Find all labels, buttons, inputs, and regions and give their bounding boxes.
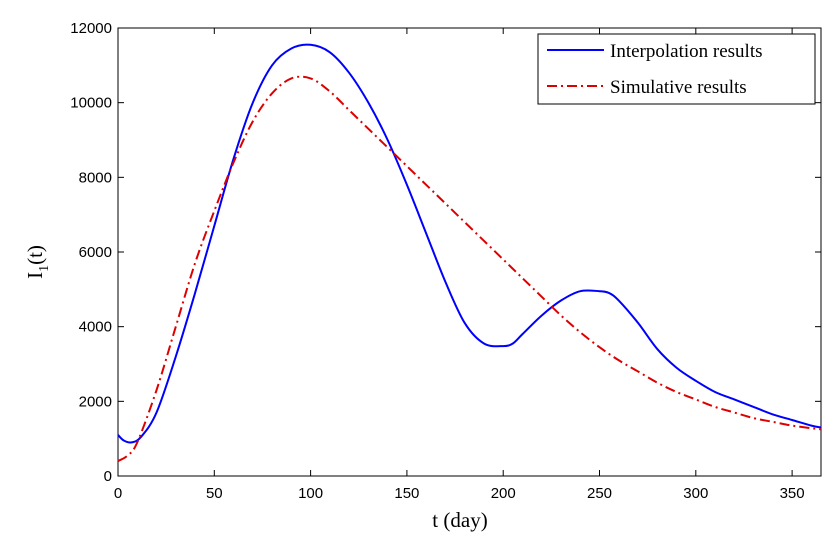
y-axis-title-main: I: [23, 272, 47, 279]
y-axis-title-subscript: 1: [37, 265, 52, 272]
y-axis-title-suffix: (t): [23, 245, 47, 265]
y-tick-label: 10000: [70, 95, 112, 112]
x-tick-label: 50: [206, 485, 223, 502]
series-line-interpolation: [117, 43, 822, 444]
y-tick-label: 0: [104, 468, 112, 485]
y-axis-title: I1(t): [23, 245, 52, 279]
y-tick-label: 12000: [70, 20, 112, 37]
x-tick-label: 150: [394, 485, 419, 502]
x-tick-label: 100: [298, 485, 323, 502]
series-layer: [117, 43, 822, 462]
legend-label-simulative: Simulative results: [610, 77, 747, 98]
y-axis-ticks: 0 2000 4000 6000 8000 10000 12000: [70, 20, 821, 485]
x-tick-label: 300: [683, 485, 708, 502]
y-tick-label: 2000: [79, 393, 112, 410]
x-tick-label: 350: [780, 485, 805, 502]
y-tick-label: 6000: [79, 244, 112, 261]
legend: Interpolation results Simulative results: [537, 33, 816, 105]
legend-label-interpolation: Interpolation results: [610, 41, 763, 62]
x-tick-label: 0: [114, 485, 122, 502]
x-axis-ticks: 0 50 100 150 200 250 300 350: [114, 28, 805, 502]
x-tick-label: 250: [587, 485, 612, 502]
y-tick-label: 4000: [79, 319, 112, 336]
y-tick-label: 8000: [79, 169, 112, 186]
series-line-simulative: [117, 75, 822, 462]
legend-box: [537, 33, 816, 105]
x-tick-label: 200: [491, 485, 516, 502]
x-axis-title: t (day): [432, 508, 487, 532]
